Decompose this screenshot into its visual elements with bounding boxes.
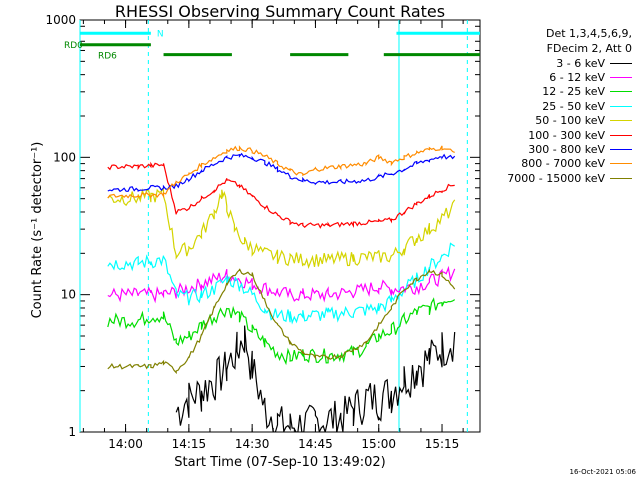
- status-label-n: N: [157, 29, 164, 39]
- legend-item: 6 - 12 keV: [480, 70, 632, 84]
- series-line-3-6-kev: [175, 325, 456, 432]
- x-tick-label: 14:30: [235, 437, 270, 451]
- legend-label: 300 - 800 keV: [528, 143, 605, 157]
- status-label-rd0: RD0: [64, 41, 83, 51]
- legend-item: 12 - 25 keV: [480, 85, 632, 99]
- timestamp: 16-Oct-2021 05:06: [569, 468, 636, 476]
- legend-swatch: [610, 77, 632, 79]
- x-tick-label: 14:00: [108, 437, 143, 451]
- legend-label: 3 - 6 keV: [556, 56, 605, 70]
- legend-label: 50 - 100 keV: [535, 114, 605, 128]
- legend-swatch: [610, 134, 632, 136]
- legend-item: 7000 - 15000 keV: [480, 171, 632, 185]
- legend-swatch: [610, 62, 632, 64]
- chart-title: RHESSI Observing Summary Count Rates: [114, 2, 446, 21]
- x-axis-label: Start Time (07-Sep-10 13:49:02): [174, 455, 386, 470]
- series-line-6-12-kev: [107, 265, 456, 304]
- y-axis-label: Count Rate (s⁻¹ detector⁻¹): [30, 141, 45, 319]
- legend-swatch: [610, 149, 632, 151]
- x-tick-label: 15:15: [425, 437, 460, 451]
- legend-header-1: Det 1,3,4,5,6,9,: [545, 27, 632, 40]
- legend-swatch: [610, 177, 632, 179]
- series-line-50-100-kev: [107, 186, 456, 269]
- legend-label: 7000 - 15000 keV: [507, 171, 605, 185]
- legend-header-2: FDecim 2, Att 0: [546, 42, 632, 55]
- plot-frame: [79, 19, 481, 433]
- y-tick-label: 1: [68, 425, 76, 439]
- y-tick-label: 10: [61, 288, 76, 302]
- legend-label: 25 - 50 keV: [542, 99, 605, 113]
- legend: Det 1,3,4,5,6,9, FDecim 2, Att 0 3 - 6 k…: [480, 26, 632, 186]
- legend-item: 25 - 50 keV: [480, 99, 632, 113]
- legend-swatch: [610, 105, 632, 107]
- legend-swatch: [610, 163, 632, 165]
- legend-item: 100 - 300 keV: [480, 128, 632, 142]
- x-tick-label: 15:00: [361, 437, 396, 451]
- series-line-800-7000-kev: [107, 145, 455, 200]
- x-tick-label: 14:45: [298, 437, 333, 451]
- y-tick-label: 100: [53, 150, 76, 164]
- legend-label: 800 - 7000 keV: [521, 157, 605, 171]
- series-line-7000-15000-kev: [107, 268, 456, 375]
- legend-label: 12 - 25 keV: [542, 85, 605, 99]
- series-line-25-50-kev: [107, 242, 456, 325]
- y-tick-label: 1000: [45, 13, 76, 27]
- legend-item: 50 - 100 keV: [480, 114, 632, 128]
- legend-swatch: [610, 120, 632, 122]
- legend-item: 3 - 6 keV: [480, 56, 632, 70]
- series-line-12-25-kev: [107, 297, 456, 366]
- legend-entries: 3 - 6 keV 6 - 12 keV 12 - 25 keV 25 - 50 ke…: [480, 56, 632, 186]
- series-line-300-800-kev: [107, 152, 456, 193]
- status-label-rd6: RD6: [98, 52, 117, 62]
- legend-label: 6 - 12 keV: [549, 71, 605, 85]
- legend-label: 100 - 300 keV: [528, 128, 605, 142]
- x-tick-label: 14:15: [172, 437, 207, 451]
- series-line-100-300-kev: [107, 161, 455, 229]
- legend-item: 300 - 800 keV: [480, 142, 632, 156]
- legend-item: 800 - 7000 keV: [480, 157, 632, 171]
- legend-swatch: [610, 91, 632, 93]
